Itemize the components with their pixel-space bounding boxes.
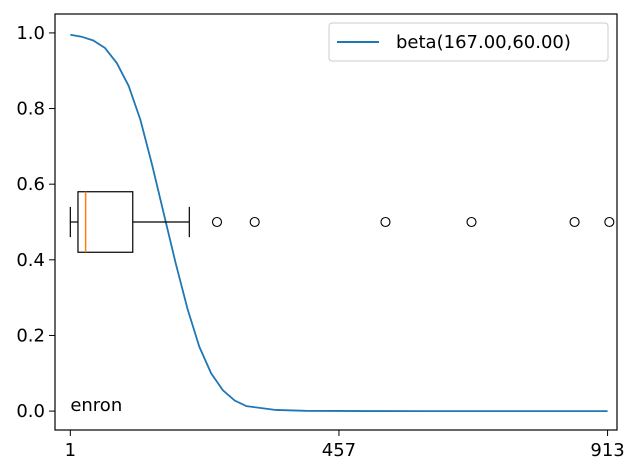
boxplot-outlier-4: [569, 216, 580, 228]
boxplot-outlier-0: [211, 216, 223, 228]
plot-frame: [54, 13, 618, 431]
x-tick-label-0: 1: [65, 440, 76, 461]
plot-area: [69, 33, 615, 412]
y-tick-label-4: 0.8: [16, 99, 45, 120]
y-tick-label-2: 0.4: [16, 250, 45, 271]
series-line-0: [70, 33, 608, 412]
x-tick-label-1: 457: [322, 440, 356, 461]
y-axis: 0.0 0.2 0.4 0.6 0.8 1.0: [16, 23, 55, 422]
annotation-0: enron: [70, 395, 122, 416]
boxplot-box: [77, 191, 134, 253]
legend: beta(167.00,60.00): [328, 22, 609, 62]
annotations: enron: [70, 395, 122, 416]
x-axis: 1 457 913: [65, 430, 625, 461]
y-tick-label-5: 1.0: [16, 23, 45, 44]
y-tick-label-0: 0.0: [16, 401, 45, 422]
y-tick-label-3: 0.6: [16, 174, 45, 195]
boxplot-outlier-3: [466, 216, 477, 228]
x-tick-label-2: 913: [590, 440, 624, 461]
legend-label: beta(167.00,60.00): [396, 32, 571, 53]
legend-box: [328, 22, 609, 62]
boxplot-outlier-1: [249, 216, 260, 228]
boxplot-outlier-5: [604, 216, 615, 228]
y-tick-label-1: 0.2: [16, 325, 45, 346]
boxplot-outlier-2: [380, 216, 391, 228]
